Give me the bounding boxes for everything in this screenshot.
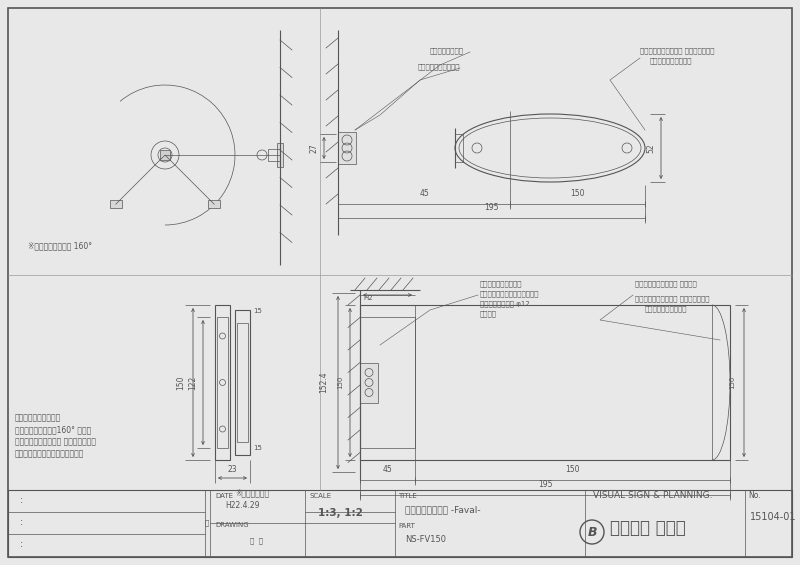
Text: キャップ：樿山形成品 進洗仕上: キャップ：樿山形成品 進洗仕上	[635, 280, 697, 286]
Text: 15: 15	[253, 308, 262, 314]
Text: H22.4.29: H22.4.29	[225, 501, 259, 510]
Text: 表示基板：アルミ型材 アルマイト仕上: 表示基板：アルミ型材 アルマイト仕上	[15, 437, 96, 446]
Text: フレーム：アルミ型材: フレーム：アルミ型材	[418, 63, 461, 69]
Bar	[160, 150, 170, 160]
Text: SCALE: SCALE	[310, 493, 332, 499]
Text: ステールキャップ φ12: ステールキャップ φ12	[480, 300, 530, 307]
Bar	[237, 323, 248, 442]
Text: H2: H2	[363, 295, 373, 301]
Bar	[110, 201, 122, 208]
Text: DRAWING: DRAWING	[215, 522, 249, 528]
Text: 150: 150	[337, 376, 343, 389]
Text: 1:3, 1:2: 1:3, 1:2	[318, 508, 363, 518]
Text: 150: 150	[570, 189, 585, 198]
Text: 焼付塗装: 焼付塗装	[480, 310, 497, 316]
Text: NS-FV150: NS-FV150	[405, 535, 446, 544]
Text: アルミ楕円室名札 -Faval-: アルミ楕円室名札 -Faval-	[405, 505, 481, 514]
Text: ※取付ビス位置: ※取付ビス位置	[235, 488, 269, 497]
Bar	[360, 363, 378, 402]
Text: DATE: DATE	[215, 493, 233, 499]
Bar	[215, 305, 230, 460]
Text: フレーム：アルミ型材: フレーム：アルミ型材	[15, 413, 62, 422]
Text: 23: 23	[228, 466, 238, 475]
Text: スイング式（スプリング可動）: スイング式（スプリング可動）	[480, 290, 539, 297]
Text: :: :	[20, 539, 23, 549]
Text: 27: 27	[310, 143, 318, 153]
Bar	[268, 149, 280, 161]
Text: カッティングシート貼: カッティングシート貼	[650, 57, 693, 64]
Bar	[360, 317, 415, 448]
Text: 150: 150	[729, 376, 735, 389]
Bar	[277, 143, 283, 167]
Text: 150: 150	[177, 375, 186, 390]
Text: カッティングシート貼: カッティングシート貼	[645, 305, 687, 312]
Bar	[235, 310, 250, 455]
Text: 122: 122	[189, 375, 198, 390]
Text: TITLE: TITLE	[398, 493, 417, 499]
Text: 195: 195	[538, 480, 552, 489]
Text: 150: 150	[566, 465, 580, 474]
Text: 市  模: 市 模	[250, 537, 263, 544]
Text: フレーム：アルミ型材: フレーム：アルミ型材	[480, 280, 522, 286]
Text: :: :	[20, 517, 23, 527]
Text: 52: 52	[646, 143, 655, 153]
Text: VISUAL SIGN & PLANNING.: VISUAL SIGN & PLANNING.	[593, 491, 713, 500]
Text: 材: 材	[205, 520, 209, 527]
Text: :: :	[20, 495, 23, 505]
Text: スプリングスイング160° 可動式: スプリングスイング160° 可動式	[15, 425, 91, 434]
Text: 152.4: 152.4	[319, 372, 329, 393]
Bar	[217, 317, 228, 448]
Text: B: B	[587, 525, 597, 538]
Text: 195: 195	[484, 203, 498, 212]
Bar	[209, 201, 221, 208]
Text: スプリング可動式: スプリング可動式	[430, 47, 464, 54]
Bar	[360, 305, 730, 460]
Text: 株式会社 フジタ: 株式会社 フジタ	[610, 519, 686, 537]
Text: No.: No.	[748, 491, 761, 500]
Bar	[455, 134, 463, 162]
Text: 45: 45	[382, 465, 392, 474]
Bar	[338, 132, 356, 164]
Text: 15104-01: 15104-01	[750, 512, 797, 522]
Text: ※スイング可能角度 160°: ※スイング可能角度 160°	[28, 241, 92, 250]
Text: 表示基板：アルミ型材 アルマイト仕上: 表示基板：アルミ型材 アルマイト仕上	[640, 47, 714, 54]
Text: PART: PART	[398, 523, 415, 529]
Text: 45: 45	[419, 189, 429, 198]
Text: 表示基板：アルミ型材 アルマイト仕上: 表示基板：アルミ型材 アルマイト仕上	[635, 295, 710, 302]
Bar	[8, 490, 792, 557]
Text: 表示方法：カッティングシート貼: 表示方法：カッティングシート貼	[15, 449, 84, 458]
Text: 15: 15	[253, 445, 262, 451]
